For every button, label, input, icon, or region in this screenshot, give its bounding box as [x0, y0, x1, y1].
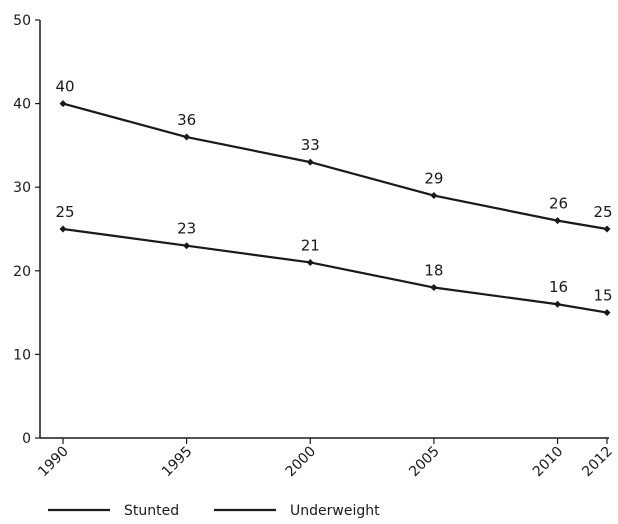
x-tick-label: 2005 [406, 444, 443, 481]
data-label-stunted: 26 [549, 195, 568, 213]
data-label-underweight: 15 [593, 287, 612, 305]
data-label-stunted: 25 [593, 203, 612, 221]
y-tick-label: 40 [13, 97, 31, 113]
data-point-stunted [59, 100, 67, 108]
data-label-stunted: 33 [301, 136, 320, 154]
data-point-underweight [306, 258, 314, 266]
data-point-underweight [183, 242, 191, 250]
data-label-underweight: 21 [301, 236, 320, 254]
y-tick-label: 0 [22, 431, 31, 447]
series-layer [59, 100, 611, 317]
series-line-underweight [62, 227, 608, 314]
y-tick-label: 30 [13, 180, 31, 196]
data-label-stunted: 40 [55, 78, 74, 96]
x-tick-label: 1995 [159, 444, 196, 481]
data-point-stunted [306, 158, 314, 166]
data-labels: 40 36 33 29 26 25 25 23 21 18 16 15 [55, 78, 612, 305]
y-tick-label: 10 [13, 347, 31, 363]
data-point-stunted [183, 133, 191, 141]
series-line-stunted [62, 102, 608, 231]
x-tick-label: 1990 [35, 444, 72, 481]
data-label-underweight: 18 [424, 262, 443, 280]
x-tick-label: 2012 [579, 444, 616, 481]
data-label-stunted: 29 [424, 170, 443, 188]
data-point-underweight [430, 284, 438, 292]
data-point-stunted [603, 225, 611, 233]
data-point-underweight [59, 225, 67, 233]
x-tick-label: 2000 [283, 444, 320, 481]
data-label-stunted: 36 [177, 111, 196, 129]
x-tick-label: 2010 [530, 444, 567, 481]
y-tick-label: 20 [13, 264, 31, 280]
data-label-underweight: 16 [549, 278, 568, 296]
data-point-stunted [554, 217, 562, 225]
data-label-underweight: 23 [177, 220, 196, 238]
legend: Stunted Underweight [48, 503, 380, 519]
data-point-underweight [554, 300, 562, 308]
legend-label-underweight: Underweight [290, 503, 380, 519]
y-tick-label: 50 [13, 13, 31, 29]
legend-label-stunted: Stunted [124, 503, 179, 519]
data-point-underweight [603, 309, 611, 317]
data-point-stunted [430, 192, 438, 200]
data-label-underweight: 25 [55, 203, 74, 221]
